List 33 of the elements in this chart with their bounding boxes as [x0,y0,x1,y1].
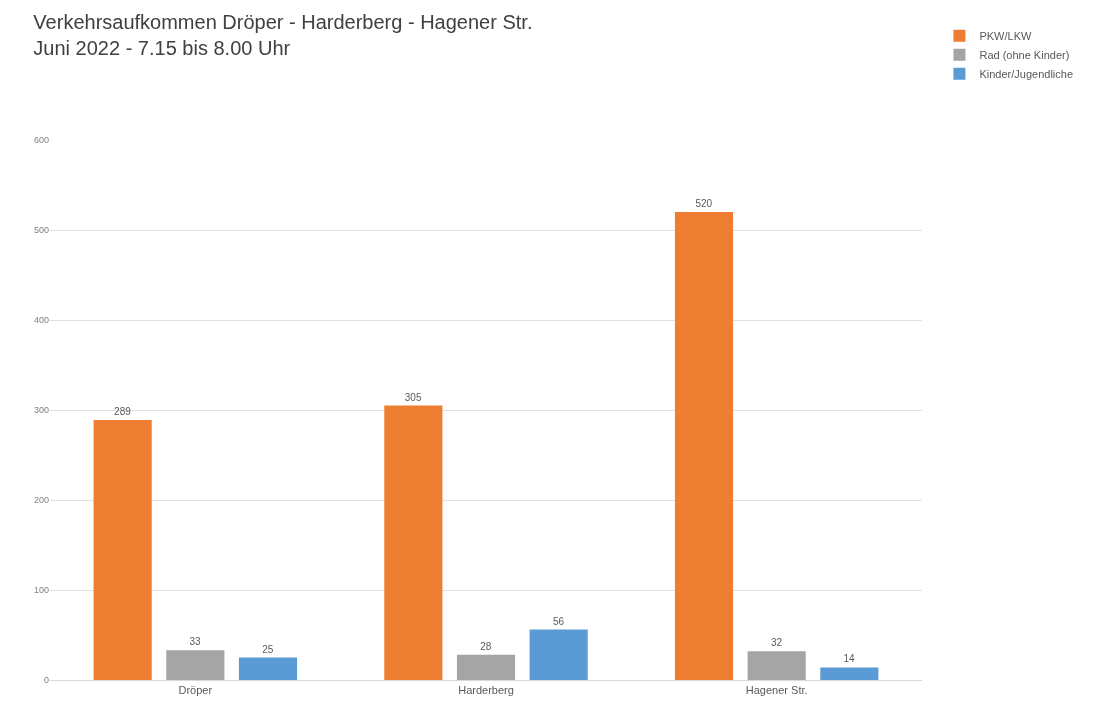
bar [384,405,443,680]
chart-subtitle: Juni 2022 - 7.15 bis 8.00 Uhr [33,36,291,59]
x-tick-label: Hagener Str. [745,684,808,697]
data-label: 14 [843,653,856,665]
data-label: 289 [114,405,132,417]
data-label: 28 [480,640,492,652]
data-label: 33 [189,636,202,648]
legend-label: Rad (ohne Kinder) [979,48,1070,61]
bar [456,654,516,680]
bar [747,651,806,680]
y-tick-label: 600 [33,135,49,146]
y-tick-label: 300 [33,405,49,416]
y-tick-label: 100 [33,585,49,596]
bar [238,657,298,680]
chart-title: Verkehrsaufkommen Dröper - Harderberg - Hagener Str. [33,10,533,33]
bar [93,419,152,680]
data-label: 25 [262,643,274,655]
y-tick-label: 400 [33,315,49,326]
data-label: 520 [695,198,713,209]
y-tick-label: 0 [43,675,49,686]
legend-label: PKW/LKW [979,29,1033,42]
x-tick-label: Harderberg [458,684,514,697]
bar [166,650,225,680]
bar [820,667,879,680]
bar [529,629,588,680]
bar [674,212,734,680]
x-tick-label: Dröper [178,684,213,697]
y-tick-label: 200 [33,495,49,506]
y-tick-label: 500 [33,225,49,236]
data-label: 32 [770,637,783,649]
data-label: 305 [404,391,422,403]
data-label: 56 [552,615,565,627]
legend-label: Kinder/Jugendliche [979,67,1074,80]
